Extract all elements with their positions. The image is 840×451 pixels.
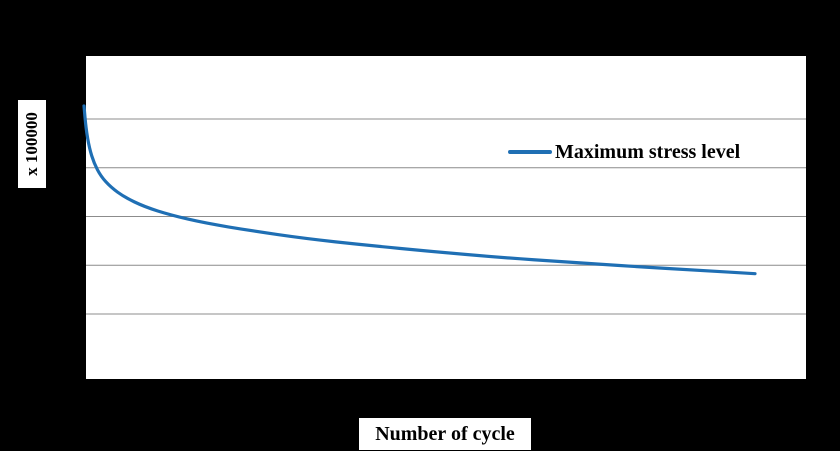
legend-label: Maximum stress level [555, 140, 741, 163]
x-axis-label-text: Number of cycle [375, 422, 515, 445]
series-layer [82, 104, 757, 276]
x-axis-label: Number of cycle [359, 418, 531, 450]
plot-area [86, 56, 806, 379]
legend: Maximum stress level [508, 138, 741, 166]
y-axis-label-text: x 100000 [22, 112, 41, 176]
series-line-0 [82, 104, 757, 276]
gridlines [86, 118, 806, 315]
y-axis-label: x 100000 [18, 100, 46, 188]
legend-swatch [508, 150, 552, 154]
